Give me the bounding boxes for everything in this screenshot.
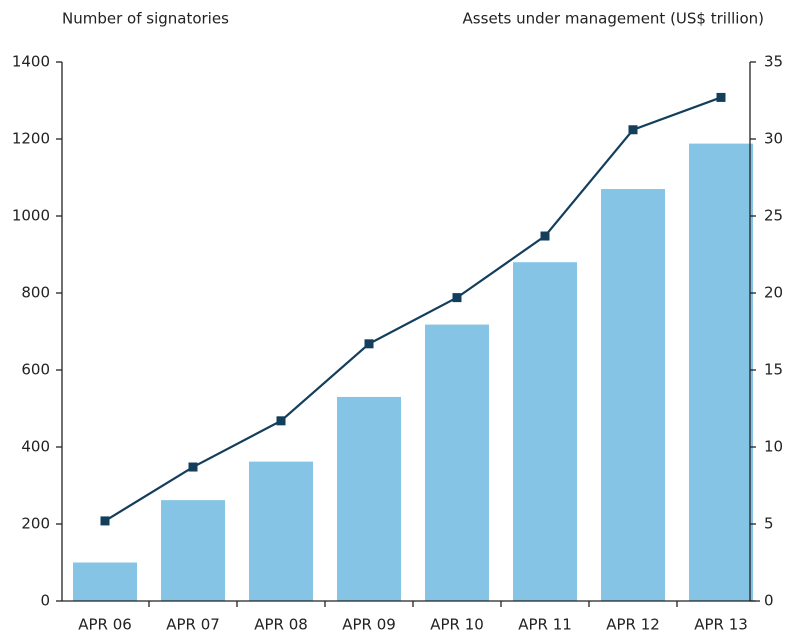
- bar: [601, 189, 665, 602]
- y2-axis-label: Assets under management (US$ trillion): [463, 10, 764, 28]
- line-marker: [100, 516, 110, 526]
- x-tick-label: APR 06: [78, 616, 132, 634]
- x-tick-label: APR 11: [518, 616, 572, 634]
- y2-tick-label: 20: [764, 284, 783, 302]
- bar: [161, 500, 225, 601]
- y2-tick-label: 15: [764, 361, 783, 379]
- y2-tick-label: 25: [764, 207, 783, 225]
- x-tick-label: APR 08: [254, 616, 308, 634]
- bar: [689, 143, 753, 601]
- line-marker: [364, 339, 374, 349]
- y-tick-label: 0: [40, 592, 50, 610]
- y2-tick-label: 30: [764, 130, 783, 148]
- bar: [249, 461, 313, 601]
- y2-tick-label: 35: [764, 53, 783, 71]
- x-tick-label: APR 13: [694, 616, 748, 634]
- line-marker: [452, 293, 462, 303]
- y-tick-label: 800: [21, 284, 50, 302]
- line-marker: [540, 231, 550, 241]
- bar: [513, 262, 577, 601]
- line-marker: [716, 92, 726, 102]
- line-marker: [628, 125, 638, 135]
- line: [104, 96, 722, 522]
- bar: [425, 324, 489, 601]
- y-axis-label: Number of signatories: [62, 10, 229, 28]
- y-tick-label: 1400: [12, 53, 50, 71]
- line-marker: [276, 416, 286, 426]
- y-tick-label: 400: [21, 438, 50, 456]
- x-tick-label: APR 12: [606, 616, 660, 634]
- line-marker: [188, 462, 198, 472]
- y-tick-label: 200: [21, 515, 50, 533]
- y-tick-label: 600: [21, 361, 50, 379]
- y2-tick-label: 10: [764, 438, 783, 456]
- y-tick-label: 1200: [12, 130, 50, 148]
- x-tick-label: APR 09: [342, 616, 396, 634]
- x-tick-label: APR 10: [430, 616, 484, 634]
- bar: [73, 562, 137, 601]
- y-tick-label: 1000: [12, 207, 50, 225]
- x-tick-label: APR 07: [166, 616, 220, 634]
- y2-tick-label: 0: [764, 592, 774, 610]
- bar: [337, 396, 401, 601]
- y2-tick-label: 5: [764, 515, 774, 533]
